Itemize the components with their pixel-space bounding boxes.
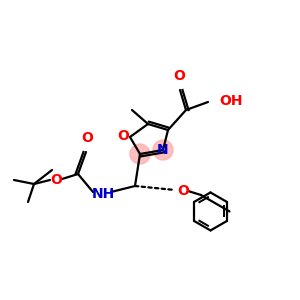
Text: NH: NH — [92, 187, 115, 201]
Circle shape — [153, 140, 173, 160]
Text: O: O — [81, 131, 93, 145]
Circle shape — [130, 144, 150, 164]
Text: OH: OH — [219, 94, 242, 108]
Text: N: N — [157, 143, 169, 157]
Text: O: O — [177, 184, 189, 198]
Text: O: O — [173, 69, 185, 83]
Text: O: O — [50, 173, 62, 187]
Text: O: O — [117, 129, 129, 143]
